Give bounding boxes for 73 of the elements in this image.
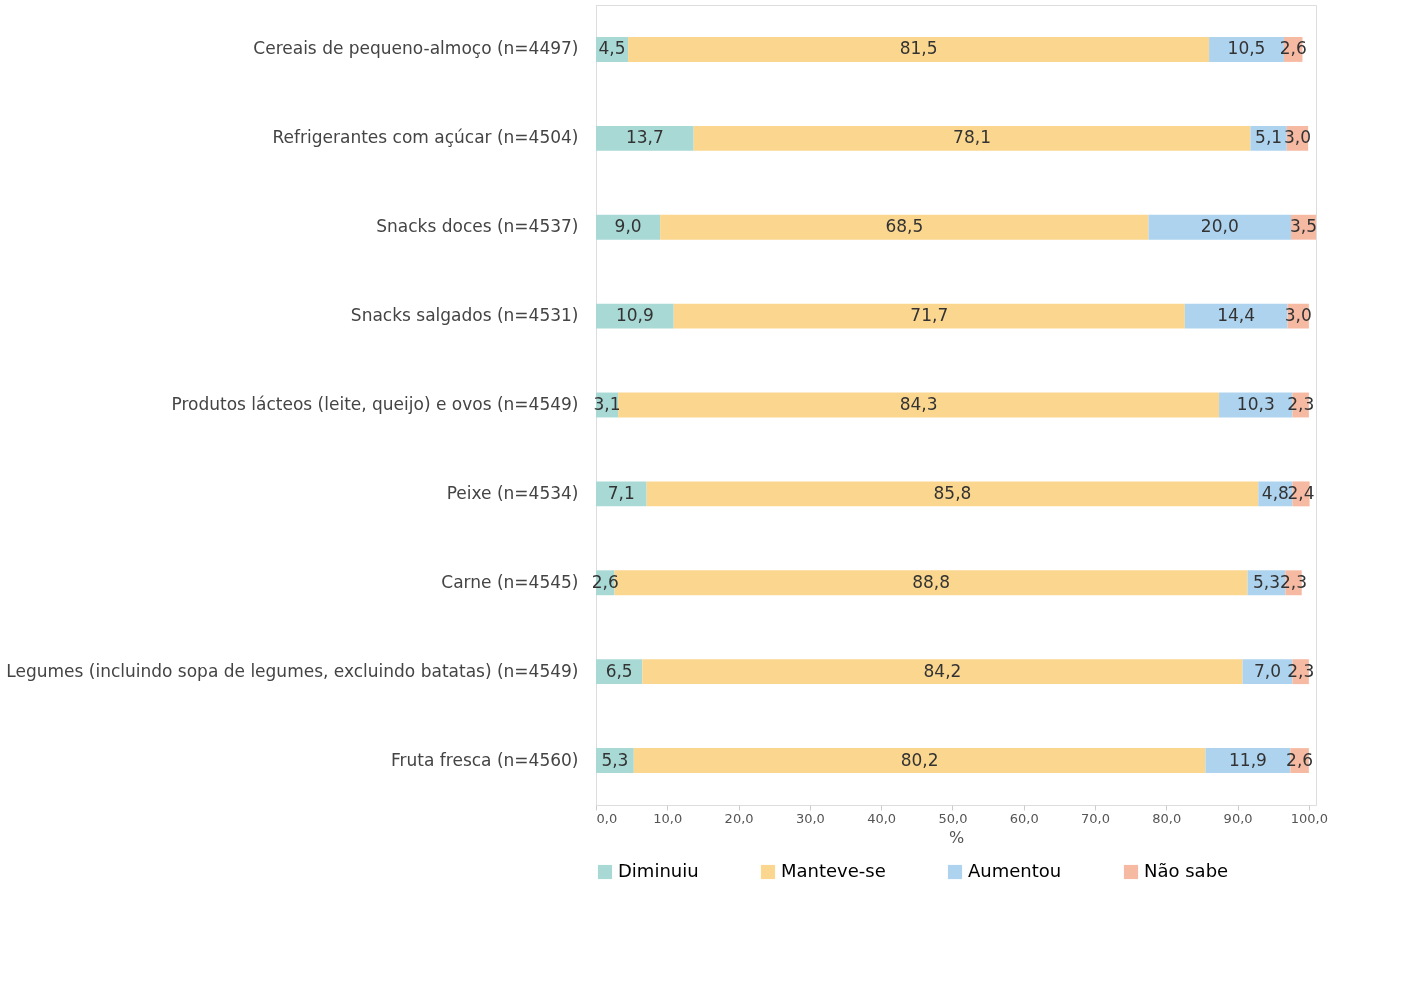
data-label: 81,5 — [899, 38, 938, 59]
legend-label: Manteve-se — [781, 860, 886, 881]
data-label: 5,3 — [601, 749, 629, 770]
data-label: 11,9 — [1228, 749, 1267, 770]
data-label: 71,7 — [910, 305, 949, 326]
y-tick-label: Refrigerantes com açúcar (n=4504) — [272, 127, 579, 148]
legend-label: Não sabe — [1144, 860, 1229, 881]
y-tick-label: Cereais de pequeno-almoço (n=4497) — [253, 38, 579, 59]
data-label: 2,6 — [1279, 38, 1307, 59]
data-label: 13,7 — [625, 127, 664, 148]
y-tick-label: Peixe (n=4534) — [446, 482, 579, 503]
data-label: 2,6 — [591, 571, 619, 592]
x-tick-label: 70,0 — [1081, 810, 1110, 826]
x-tick-label: 10,0 — [653, 810, 683, 826]
y-tick-label: Produtos lácteos (leite, queijo) e ovos (n=4549) — [171, 394, 579, 414]
legend-label: Diminuiu — [618, 860, 699, 881]
x-tick-label: 50,0 — [938, 810, 968, 826]
y-tick-label: Snacks doces (n=4537) — [376, 216, 579, 237]
data-label: 10,9 — [615, 305, 654, 326]
bar — [660, 214, 1149, 240]
data-label: 10,3 — [1236, 394, 1275, 414]
data-label: 3,0 — [1284, 305, 1312, 326]
bar — [646, 481, 1259, 507]
data-label: 2,6 — [1286, 749, 1314, 770]
bar — [596, 481, 647, 507]
x-tick-label: 60,0 — [1009, 810, 1039, 826]
bar — [673, 303, 1185, 329]
data-label: 2,3 — [1287, 394, 1315, 414]
bar — [596, 125, 694, 151]
data-label: 5,1 — [1255, 127, 1283, 148]
y-tick-label: Fruta fresca (n=4560) — [391, 749, 579, 770]
data-label: 10,5 — [1227, 38, 1266, 59]
data-label: 2,3 — [1280, 571, 1308, 592]
data-label: 6,5 — [605, 660, 633, 681]
bar — [633, 748, 1206, 773]
data-label: 78,1 — [953, 127, 991, 148]
data-label: 80,2 — [900, 749, 939, 770]
x-tick-label: 20,0 — [724, 810, 754, 826]
data-label: 2,4 — [1287, 482, 1315, 503]
x-tick-label: 30,0 — [795, 810, 825, 826]
x-axis-title: % — [948, 827, 965, 847]
data-label: 3,1 — [593, 394, 621, 414]
x-tick-label: 40,0 — [867, 810, 897, 826]
x-tick-label: 0,0 — [596, 810, 618, 826]
data-label: 88,8 — [912, 571, 950, 592]
bar — [618, 392, 1220, 418]
y-tick-label: Snacks salgados (n=4531) — [350, 305, 579, 326]
data-label: 9,0 — [614, 216, 642, 237]
data-label: 84,3 — [899, 394, 938, 414]
data-label: 14,4 — [1217, 305, 1256, 326]
data-label: 7,1 — [607, 482, 635, 503]
bar — [693, 125, 1251, 151]
bar — [1148, 214, 1292, 240]
data-label: 5,3 — [1252, 571, 1280, 592]
data-label: 4,5 — [598, 38, 626, 59]
x-tick-label: 80,0 — [1152, 810, 1182, 826]
data-label: 7,0 — [1254, 660, 1282, 681]
bar — [642, 659, 1243, 685]
x-tick-label: 100,0 — [1290, 810, 1328, 826]
bar — [628, 37, 1210, 62]
y-tick-label: Legumes (incluindo sopa de legumes, excluindo batatas) (n=4549) — [6, 660, 579, 681]
data-label: 3,0 — [1283, 127, 1311, 148]
data-label: 20,0 — [1200, 216, 1239, 237]
data-label: 85,8 — [933, 482, 972, 503]
data-label: 2,3 — [1287, 660, 1315, 681]
data-label: 68,5 — [885, 216, 924, 237]
data-label: 3,5 — [1290, 216, 1318, 237]
x-tick-label: 90,0 — [1223, 810, 1253, 826]
data-label: 84,2 — [923, 660, 962, 681]
legend-label: Aumentou — [968, 860, 1062, 881]
data-label: 4,8 — [1261, 482, 1289, 503]
bar — [1184, 303, 1288, 329]
y-tick-label: Carne (n=4545) — [441, 571, 579, 592]
